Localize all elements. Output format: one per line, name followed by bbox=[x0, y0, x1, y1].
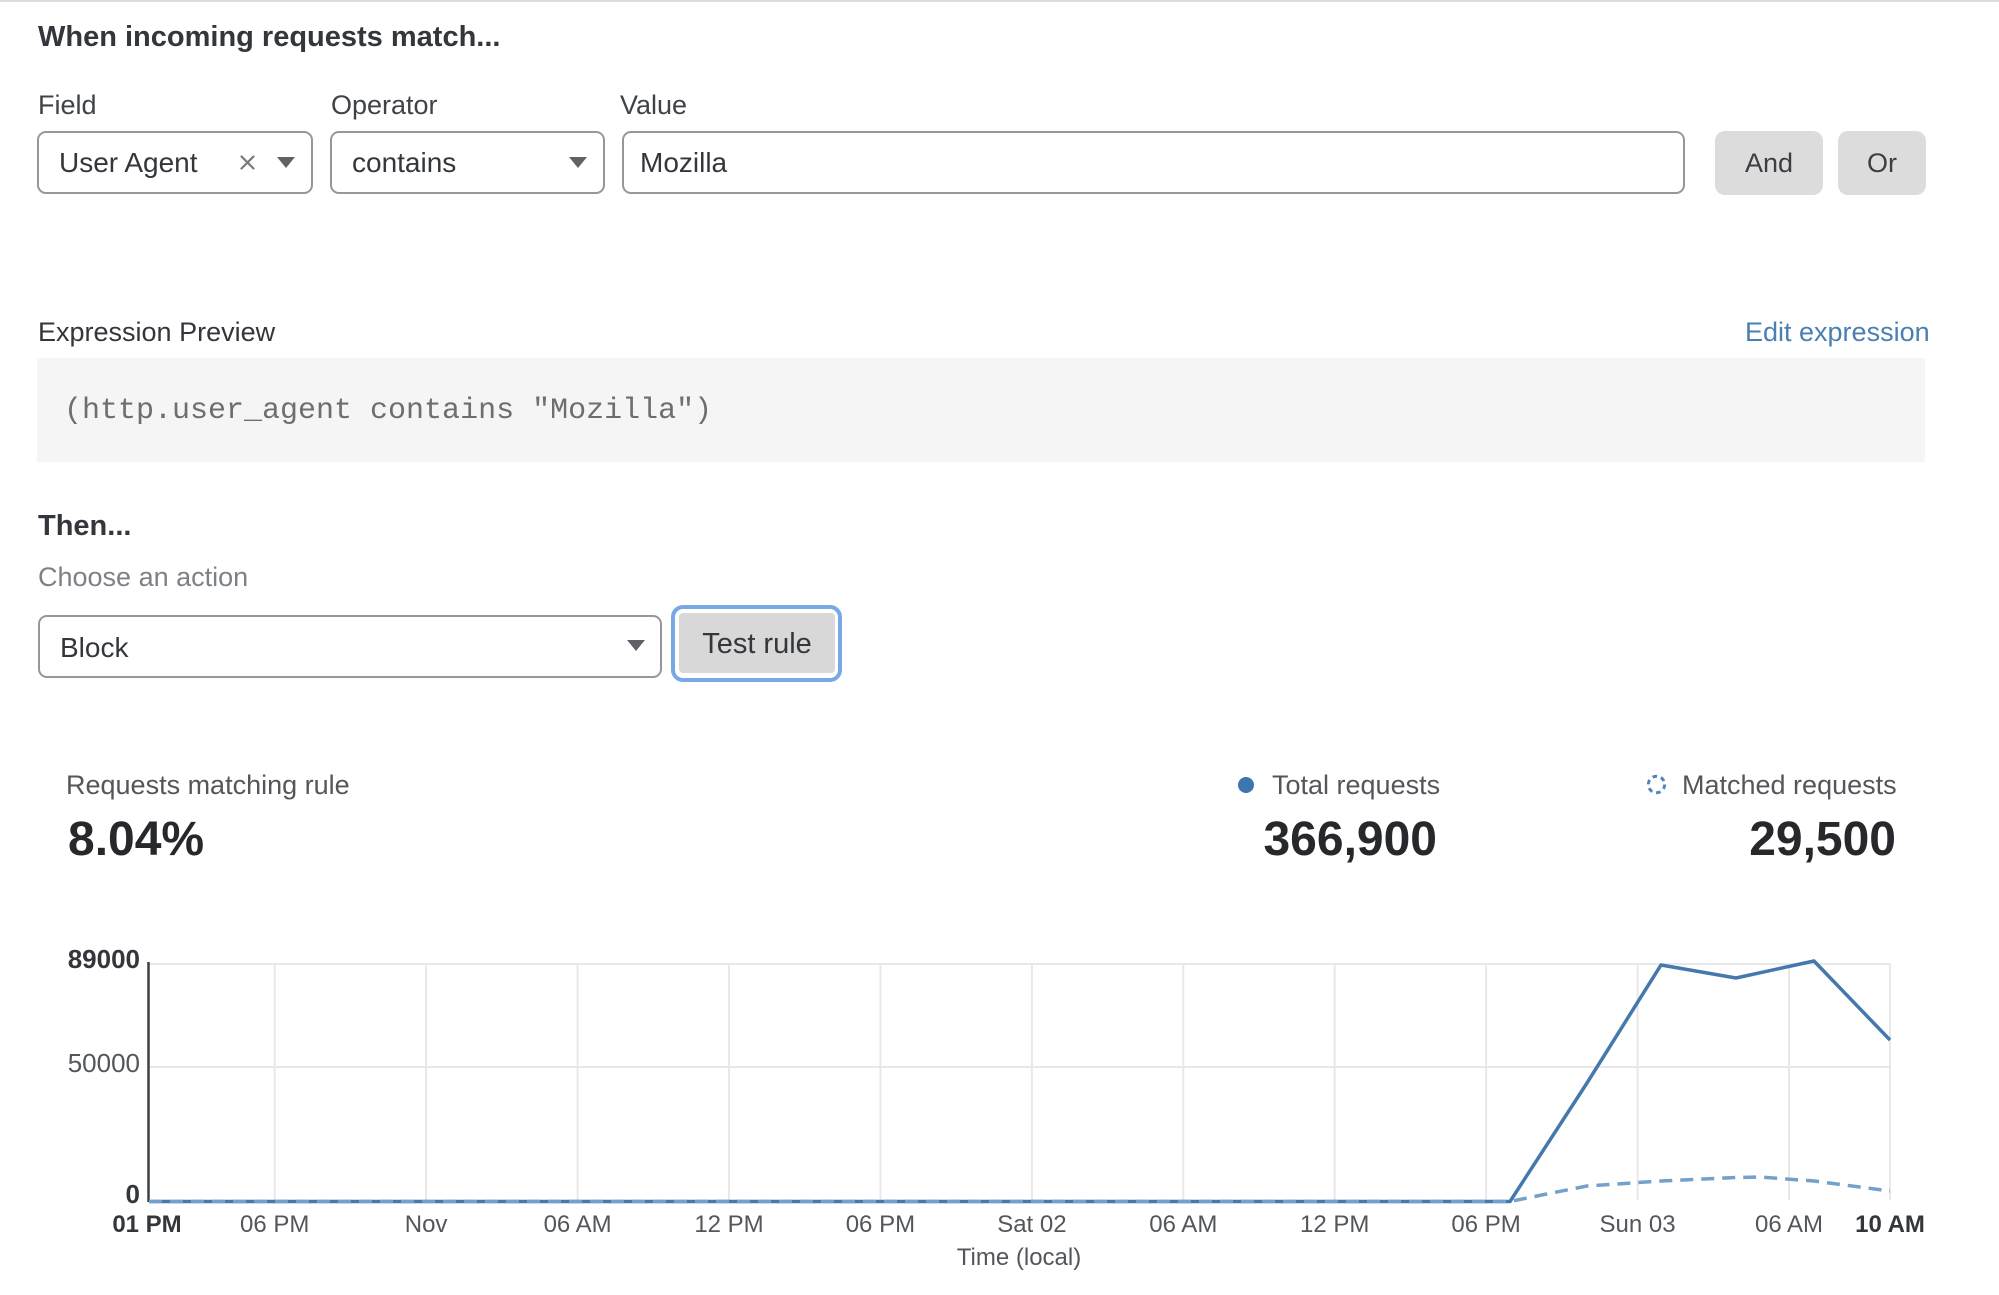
svg-text:Sun 03: Sun 03 bbox=[1600, 1211, 1676, 1238]
svg-text:12 PM: 12 PM bbox=[1300, 1211, 1369, 1238]
svg-text:50000: 50000 bbox=[68, 1048, 140, 1078]
svg-text:0: 0 bbox=[126, 1179, 140, 1209]
svg-text:06 PM: 06 PM bbox=[846, 1211, 915, 1238]
svg-text:06 AM: 06 AM bbox=[1755, 1211, 1823, 1238]
svg-text:Time (local): Time (local) bbox=[957, 1244, 1081, 1271]
svg-text:Nov: Nov bbox=[405, 1211, 448, 1238]
svg-text:06 PM: 06 PM bbox=[1451, 1211, 1520, 1238]
svg-text:89000: 89000 bbox=[68, 944, 140, 974]
svg-text:Sat 02: Sat 02 bbox=[997, 1211, 1066, 1238]
svg-text:12 PM: 12 PM bbox=[694, 1211, 763, 1238]
svg-text:06 PM: 06 PM bbox=[240, 1211, 309, 1238]
svg-text:06 AM: 06 AM bbox=[544, 1211, 612, 1238]
svg-text:10 AM: 10 AM bbox=[1855, 1211, 1925, 1238]
svg-text:01 PM: 01 PM bbox=[112, 1211, 181, 1238]
svg-text:06 AM: 06 AM bbox=[1149, 1211, 1217, 1238]
